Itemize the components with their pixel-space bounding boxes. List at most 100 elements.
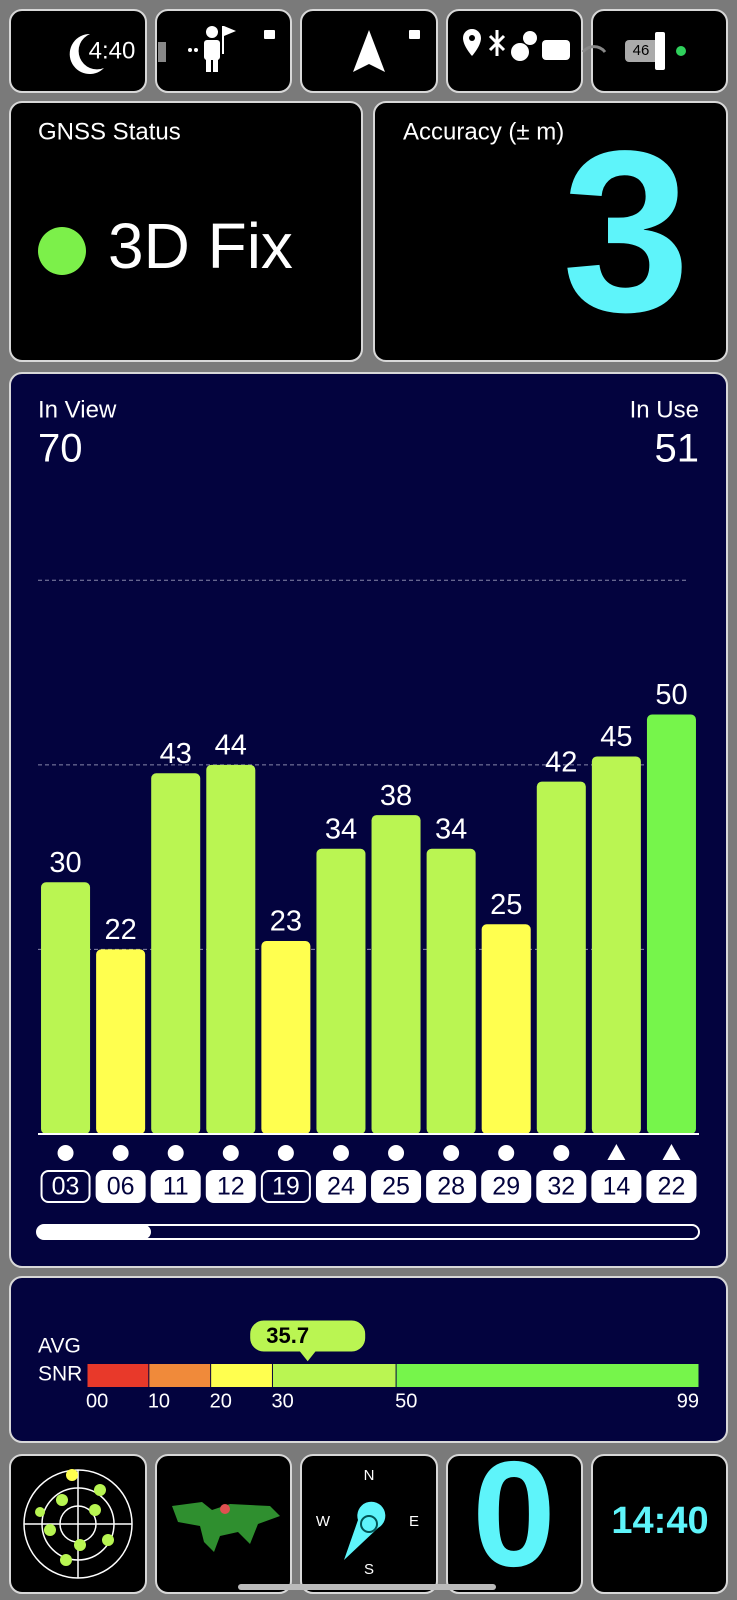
x-tick-label: 00	[86, 1390, 108, 1412]
accuracy-panel[interactable]	[373, 101, 728, 362]
prn-box	[205, 1170, 256, 1203]
scroll-thumb[interactable]	[37, 1225, 151, 1239]
constellation-marker	[607, 1144, 626, 1160]
battery-level: 46	[633, 42, 650, 59]
x-tick-label: 32	[547, 1173, 575, 1201]
snr-chart: 30 03 22 06 43 11 44 12 23 19 34 24 38 25 34 28 25 29 42 32…	[38, 579, 699, 1203]
clock: 4:40	[89, 37, 136, 64]
x-tick-label: 10	[148, 1390, 170, 1412]
gnss-status-panel[interactable]	[9, 101, 363, 362]
bar	[96, 949, 146, 1134]
prn-box	[40, 1170, 91, 1203]
prn-box	[95, 1170, 146, 1203]
bar	[151, 773, 201, 1134]
x-tick-label: 30	[271, 1390, 293, 1412]
bar	[646, 714, 696, 1134]
snr-label: SNR	[38, 1363, 82, 1386]
x-tick-label: 22	[658, 1173, 686, 1201]
panel-title: Accuracy (± m)	[403, 118, 564, 145]
constellation-marker	[498, 1145, 515, 1161]
bar	[206, 764, 256, 1134]
snr-panel[interactable]	[9, 1276, 728, 1443]
person-icon	[188, 26, 275, 72]
compass-center	[360, 1515, 378, 1533]
x-tick-label: 11	[163, 1173, 189, 1201]
home-indicator	[238, 1584, 496, 1590]
bar-value-label: 30	[49, 847, 81, 879]
in-use-label: In Use	[630, 396, 699, 423]
bar-value-label: 25	[490, 889, 522, 921]
in-view-count: 70	[38, 427, 83, 471]
compass-label: N	[364, 1467, 375, 1484]
location-marker	[220, 1504, 230, 1514]
clock-value: 14:40	[611, 1500, 708, 1542]
constellation-marker	[388, 1145, 405, 1161]
prn-box	[315, 1170, 366, 1203]
snr-band	[87, 1364, 149, 1387]
bar-value-label: 43	[160, 738, 192, 770]
x-tick-label: 20	[210, 1390, 232, 1412]
snr-label: AVG	[38, 1335, 81, 1358]
x-tick-label: 19	[272, 1173, 300, 1201]
bar	[591, 756, 641, 1134]
bar	[371, 815, 421, 1134]
bar-value-label: 34	[435, 813, 467, 845]
snr-band	[210, 1364, 273, 1387]
panel-title: GNSS Status	[38, 118, 181, 145]
constellation-marker	[332, 1145, 349, 1161]
bar	[426, 848, 476, 1134]
constellation-marker	[112, 1145, 129, 1161]
lock-icon	[409, 30, 420, 39]
prn-box	[646, 1170, 697, 1203]
bar-value-label: 22	[104, 914, 136, 946]
compass-label: E	[409, 1513, 419, 1530]
fix-status: 3D Fix	[108, 210, 293, 282]
x-tick-label: 14	[602, 1173, 630, 1201]
bar-value-label: 45	[600, 721, 632, 753]
prn-box	[536, 1170, 587, 1203]
bar-value-label: 50	[655, 679, 687, 711]
prn-box	[481, 1170, 532, 1203]
x-tick-label: 28	[437, 1173, 465, 1201]
count-value: 0	[472, 1430, 555, 1598]
bar-value-label: 23	[270, 906, 302, 938]
x-tick-label: 99	[677, 1390, 699, 1412]
in-view-label: In View	[38, 396, 117, 423]
constellation-marker	[222, 1145, 239, 1161]
x-tick-label: 24	[327, 1173, 355, 1201]
snr-band	[396, 1364, 699, 1387]
x-tick-label: 12	[217, 1173, 245, 1201]
system-icons	[463, 29, 686, 70]
in-use-count: 51	[655, 427, 700, 471]
clock-widget[interactable]	[591, 1454, 728, 1594]
count-widget[interactable]	[446, 1454, 583, 1594]
x-tick-label: 06	[107, 1173, 135, 1201]
compass-label: W	[316, 1513, 331, 1530]
avg-snr-marker	[249, 1319, 367, 1363]
prn-box	[426, 1170, 477, 1203]
skyplot-icon	[23, 1469, 133, 1579]
prn-box	[150, 1170, 201, 1203]
prn-box	[371, 1170, 422, 1203]
bar	[536, 781, 586, 1134]
bar-value-label: 44	[215, 729, 247, 761]
constellation-marker	[277, 1145, 294, 1161]
prn-box	[591, 1170, 642, 1203]
bar	[316, 848, 366, 1134]
snr-band	[148, 1364, 211, 1387]
compass-label: S	[364, 1561, 374, 1578]
snr-band	[272, 1364, 397, 1387]
x-tick-label: 25	[382, 1173, 410, 1201]
bar	[41, 882, 91, 1134]
constellation-marker	[553, 1145, 570, 1161]
navigation-icon	[353, 30, 385, 72]
avg-snr-value: 35.7	[266, 1323, 309, 1348]
x-tick-label: 29	[492, 1173, 520, 1201]
x-tick-label: 50	[395, 1390, 417, 1412]
battery-icon	[158, 42, 166, 62]
bar-value-label: 38	[380, 780, 412, 812]
bar	[481, 924, 531, 1134]
fix-indicator	[38, 227, 86, 275]
moon-icon	[69, 33, 104, 74]
